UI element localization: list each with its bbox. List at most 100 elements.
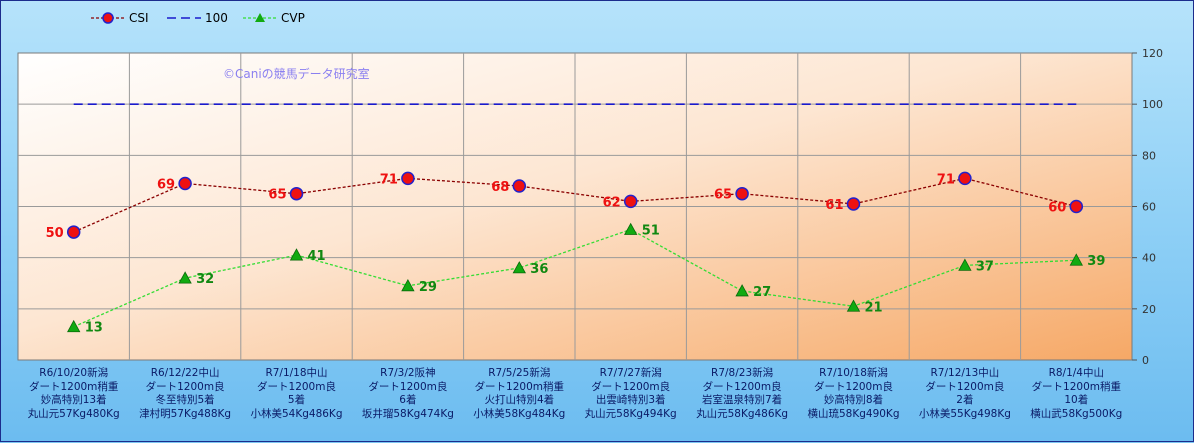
x-category-line: 横山琉58Kg490Kg [807, 407, 900, 420]
cvp-point [512, 261, 526, 274]
cvp-data-label: 29 [419, 280, 437, 295]
cvp-data-label: 41 [308, 249, 326, 264]
csi-point [735, 186, 749, 201]
csi-point [1069, 199, 1084, 214]
series-csi-line [73, 177, 1077, 233]
x-category-line: 冬至特別5着 [155, 394, 215, 407]
cvp-point [1069, 253, 1083, 266]
x-category-line: R7/5/25新潟 [488, 367, 551, 379]
csi-data-label: 61 [825, 198, 843, 213]
csi-data-label: 62 [603, 195, 621, 210]
x-category-line: 坂井瑠58Kg474Kg [361, 407, 454, 420]
x-category-line: R6/12/22中山 [150, 367, 220, 379]
x-category-line: ダート1200m稍重 [28, 380, 119, 393]
x-category-label: R7/7/27新潟 ダート1200m良 出雲崎特別3着 丸山元58Kg494Kg [575, 367, 687, 421]
x-category-line: ダート1200m良 [814, 380, 893, 393]
x-category-line: ダート1200m稍重 [1031, 380, 1122, 393]
y-axis: 0 20 40 60 80 100 120 [1132, 47, 1163, 367]
x-category-line: 小林美55Kg498Kg [918, 407, 1011, 420]
x-category-line: R7/12/13中山 [930, 367, 1000, 379]
cvp-point [289, 248, 304, 261]
legend-csi-label: CSI [129, 11, 149, 25]
x-category-line: R7/3/2阪神 [380, 367, 436, 379]
x-category-line: ダート1200m良 [702, 380, 782, 393]
csi-point [66, 225, 81, 239]
x-category-label: R7/8/23新潟 ダート1200m良 岩室温泉特別7着 丸山元58Kg486Kg [686, 367, 798, 421]
cvp-point [735, 284, 749, 297]
x-category-label: R7/1/18中山 ダート1200m良 5着 小林美54Kg486Kg [241, 367, 353, 421]
x-category-line: R7/7/27新潟 [599, 367, 662, 379]
x-category-label: R7/10/18新潟 ダート1200m良 妙高特別8着 横山琉58Kg490Kg [798, 367, 910, 421]
cvp-data-label: 21 [865, 300, 883, 315]
cvp-data-label: 39 [1087, 254, 1105, 269]
csi-data-label: 69 [157, 177, 175, 192]
x-category-label: R8/1/4中山 ダート1200m稍重 10着 横山武58Kg500Kg [1020, 367, 1132, 421]
x-category-line: ダート1200m良 [591, 380, 671, 393]
x-category-line: 丸山元57Kg480Kg [27, 407, 120, 420]
x-category-line: 丸山元58Kg486Kg [696, 407, 789, 420]
x-category-label: R7/3/2阪神 ダート1200m良 6着 坂井瑠58Kg474Kg [352, 367, 464, 421]
cvp-data-label: 51 [642, 224, 660, 239]
csi-point [512, 179, 527, 193]
x-category-line: ダート1200m良 [145, 380, 225, 393]
csi-point [289, 186, 304, 201]
csi-point [846, 197, 861, 211]
x-category-line: 火打山特別4着 [484, 394, 555, 407]
x-category-line: 小林美58Kg484Kg [473, 407, 566, 420]
cvp-point [846, 299, 861, 312]
csi-data-label: 65 [714, 188, 732, 203]
x-category-line: R8/1/4中山 [1048, 367, 1104, 379]
cvp-data-label: 37 [976, 259, 994, 274]
x-category-line: 妙高特別8着 [823, 394, 884, 407]
csi-point [401, 171, 415, 186]
copyright-annotation: ©Caniの競馬データ研究室 [223, 66, 370, 81]
cvp-data-label: 36 [530, 262, 548, 277]
csi-point [178, 176, 192, 191]
x-category-line: 10着 [1064, 394, 1089, 407]
y-tick-label: 0 [1142, 354, 1149, 367]
x-category-line: ダート1200m稍重 [474, 380, 565, 393]
series-cvp-line [73, 228, 1077, 328]
csi-data-label: 50 [46, 226, 64, 241]
cvp-point [401, 278, 415, 292]
cvp-point [67, 319, 81, 333]
series-layer: 13 32 41 29 36 51 27 21 37 39 50 69 65 71 68 62 65 61 71 60 [46, 103, 1105, 336]
y-tick-label: 20 [1142, 303, 1156, 316]
x-category-line: ダート1200m良 [368, 380, 448, 393]
y-tick-label: 40 [1142, 252, 1156, 265]
y-tick-label: 80 [1142, 149, 1156, 162]
csi-data-label: 60 [1048, 201, 1066, 216]
x-category-line: R7/1/18中山 [265, 367, 328, 379]
x-category-line: R7/10/18新潟 [819, 367, 888, 379]
legend-csi-swatch-marker [102, 12, 114, 24]
csi-data-label: 71 [380, 172, 398, 187]
y-tick-label: 60 [1142, 201, 1156, 214]
x-category-line: 岩室温泉特別7着 [702, 394, 783, 407]
y-tick-label: 100 [1142, 98, 1163, 111]
cvp-data-label: 27 [753, 285, 771, 300]
legend-100-label: 100 [205, 11, 228, 25]
x-category-label: R6/12/22中山 ダート1200m良 冬至特別5着 津村明57Kg488Kg [129, 367, 241, 421]
x-category-line: 小林美54Kg486Kg [250, 407, 343, 420]
csi-data-label: 71 [937, 172, 955, 187]
x-category-line: ダート1200m良 [925, 380, 1005, 393]
csi-data-label: 68 [491, 180, 509, 195]
x-category-line: 丸山元58Kg494Kg [584, 407, 677, 420]
x-category-line: 出雲崎特別3着 [595, 394, 666, 407]
x-category-line: 津村明57Kg488Kg [139, 407, 232, 420]
csi-point [958, 171, 972, 186]
cvp-data-label: 32 [196, 272, 214, 287]
legend-cvp-label: CVP [281, 11, 305, 25]
x-category-label: R7/12/13中山 ダート1200m良 2着 小林美55Kg498Kg [909, 367, 1021, 421]
cvp-data-label: 13 [85, 321, 103, 336]
x-category-line: 横山武58Kg500Kg [1030, 407, 1123, 420]
csi-point [623, 194, 638, 209]
x-category-line: ダート1200m良 [257, 380, 336, 393]
cvp-point [958, 258, 972, 271]
x-category-line: 5着 [287, 394, 306, 407]
csi-data-label: 65 [268, 188, 286, 203]
x-category-line: 2着 [956, 394, 974, 407]
x-category-line: R6/10/20新潟 [39, 367, 109, 379]
